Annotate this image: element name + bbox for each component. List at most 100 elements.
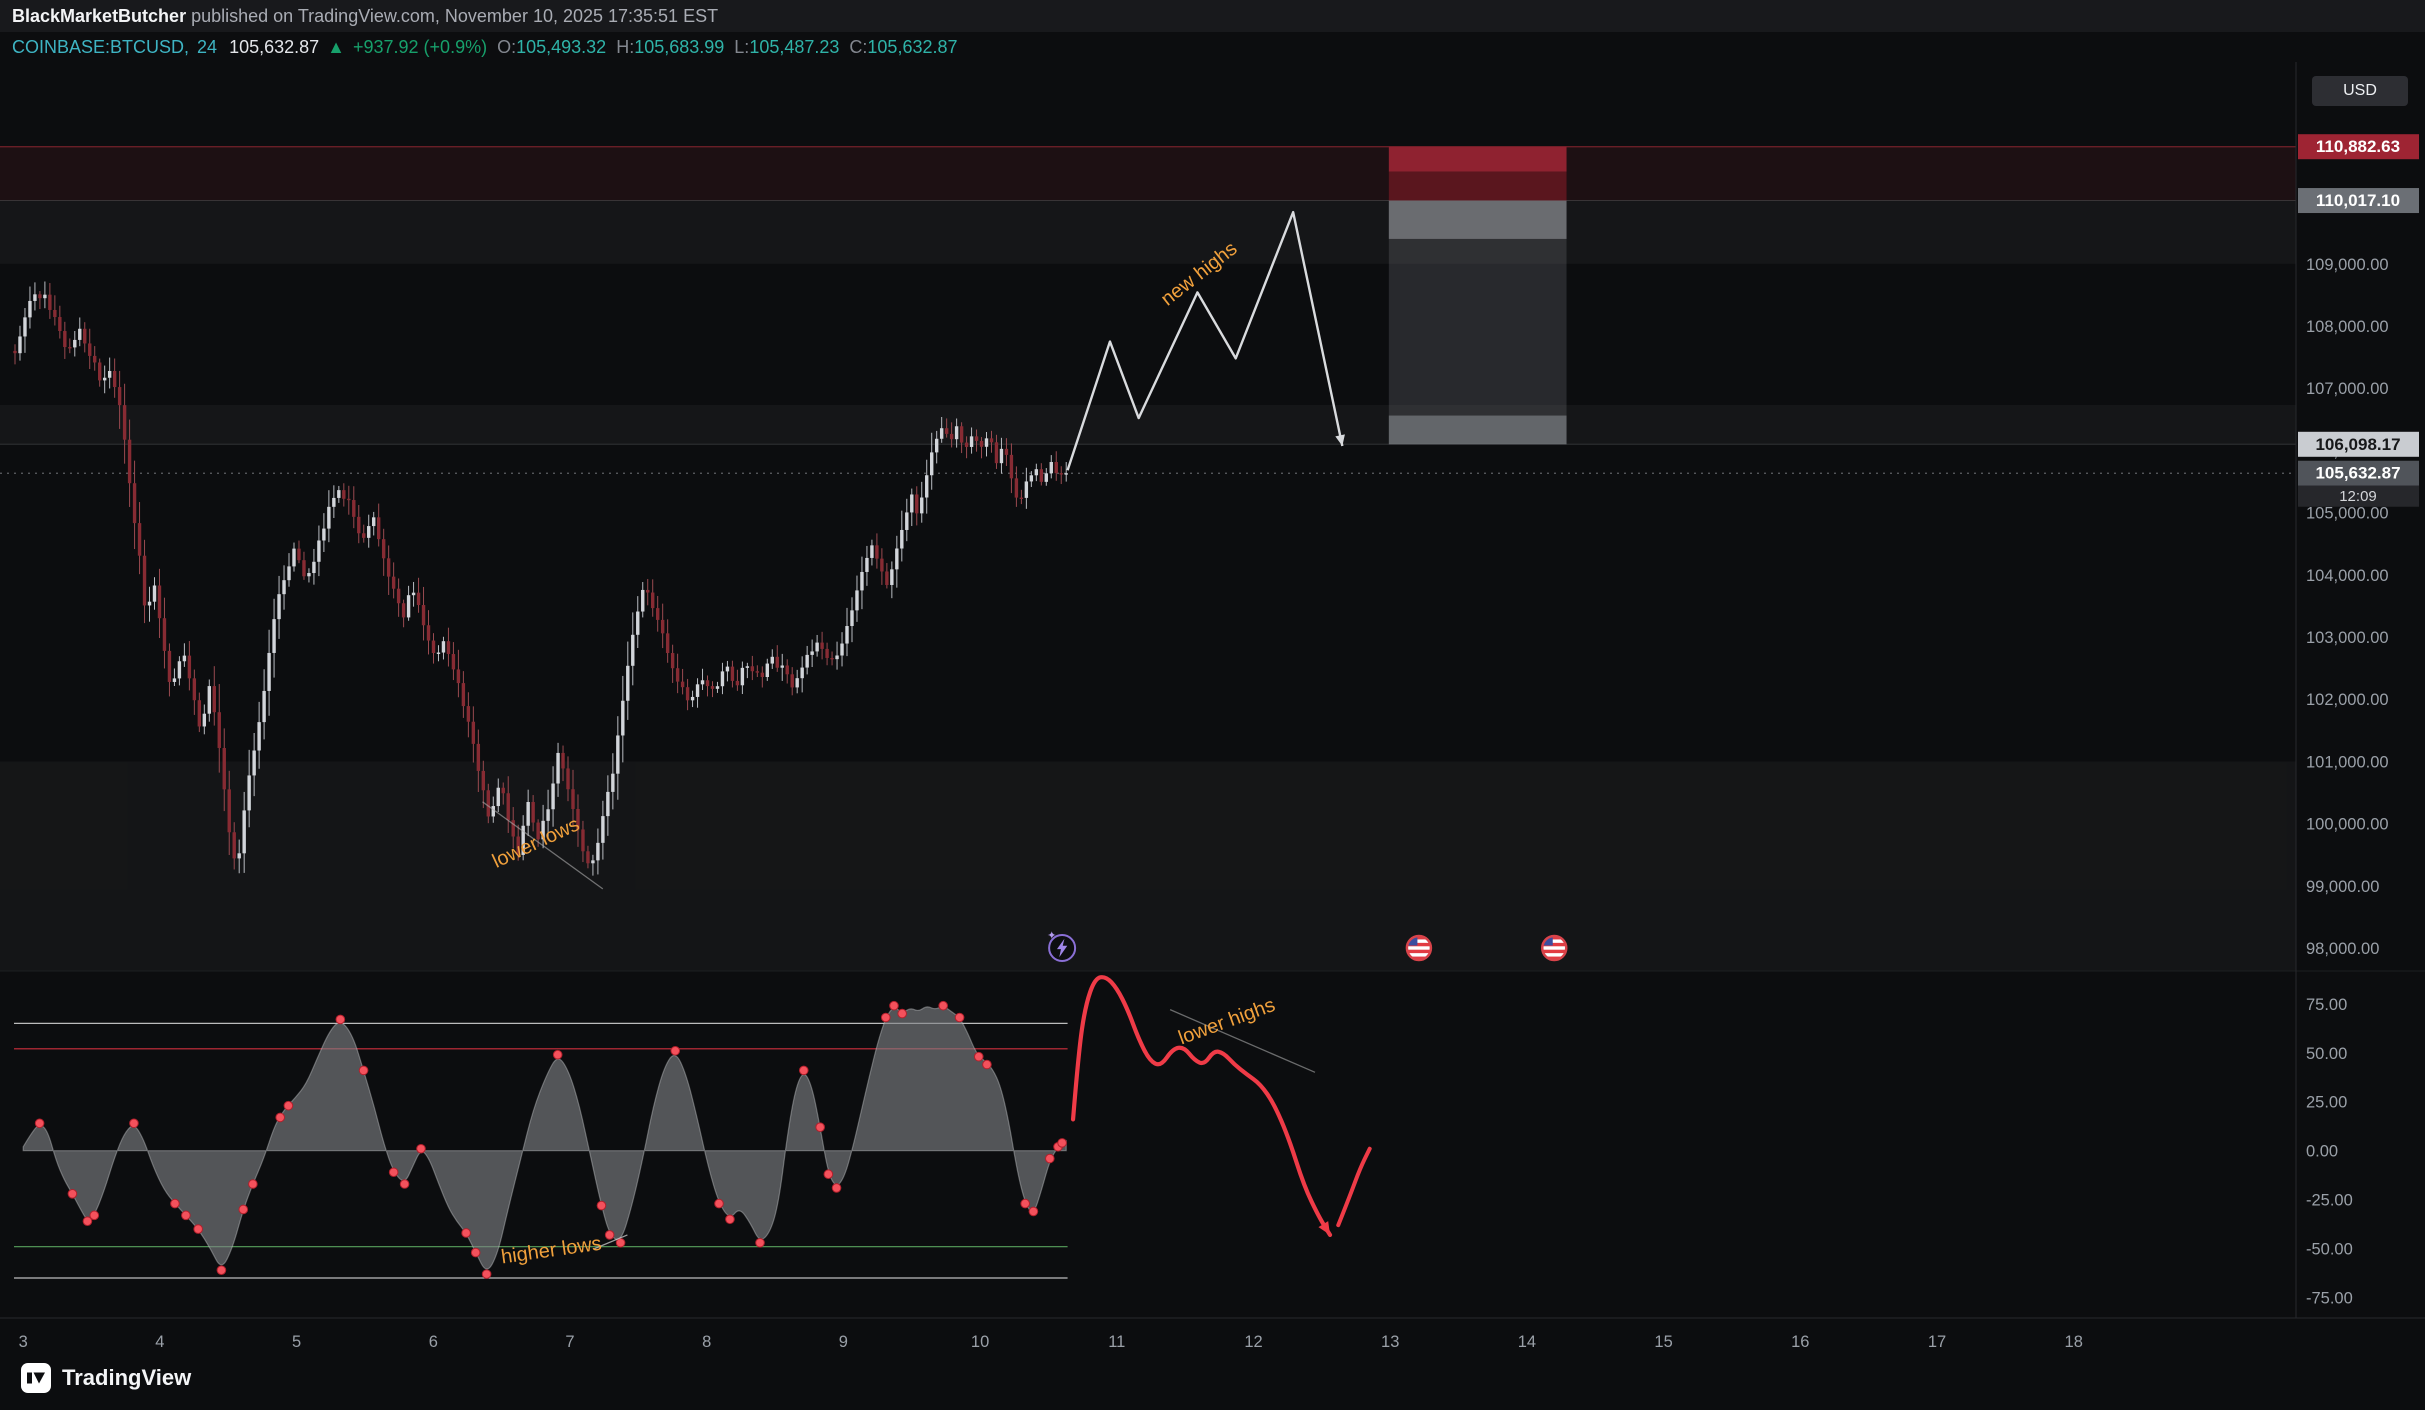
high-label: H:	[616, 36, 635, 57]
oscillator-signal-dot	[248, 1179, 258, 1189]
oscillator-signal-dot	[831, 1183, 842, 1193]
red-zone-bottom	[1388, 171, 1567, 201]
interval[interactable]: 24	[197, 36, 218, 57]
price-badge	[2298, 460, 2419, 486]
oscillator-signal-dot	[755, 1237, 765, 1248]
oscillator-signal-dot	[615, 1237, 626, 1248]
oscillator-signal-dot	[388, 1167, 399, 1178]
oscillator-signal-dot	[1028, 1206, 1039, 1217]
symbol-name[interactable]: COINBASE:BTCUSD,	[12, 36, 190, 57]
close-value: 105,632.87	[867, 36, 958, 57]
low-value: 105,487.23	[749, 36, 840, 57]
arrowhead	[1335, 434, 1345, 447]
oscillator-signal-dot	[238, 1204, 249, 1215]
price-badge	[2298, 431, 2419, 457]
oscillator-signal-dot	[897, 1008, 907, 1019]
oscillator-signal-dot	[954, 1012, 965, 1023]
oscillator-signal-dot	[275, 1112, 285, 1123]
gray-zone-bottom-strip	[1388, 415, 1567, 445]
time-axis-label: 9	[839, 1333, 848, 1351]
countdown-badge	[2298, 485, 2419, 507]
time-axis-label: 3	[19, 1333, 28, 1351]
oscillator-signal-dot	[481, 1269, 492, 1279]
price-badge	[2298, 188, 2419, 214]
price-axis-label: 108,000.00	[2306, 318, 2389, 336]
brand-name: TradingView	[62, 1365, 192, 1390]
open-label: O:	[497, 36, 517, 57]
oscillator-signal-dot	[1020, 1198, 1031, 1209]
oscillator-axis-label: 0.00	[2306, 1143, 2338, 1161]
last-price: 105,632.87	[229, 36, 320, 57]
oscillator-signal-dot	[181, 1210, 191, 1221]
supply-zone-boxes[interactable]	[1388, 146, 1567, 445]
bar-countdown: 12:09	[2339, 488, 2377, 505]
oscillator-signal-dot	[1045, 1153, 1055, 1164]
trendline[interactable]	[482, 801, 604, 890]
oscillator-signal-dot	[552, 1049, 563, 1060]
tradingview-brand[interactable]: TradingView	[20, 1362, 191, 1394]
time-axis-label: 6	[429, 1333, 438, 1351]
event-markers[interactable]: ✦	[1047, 930, 1568, 962]
time-axis-label: 10	[971, 1333, 989, 1351]
time-axis-label: 18	[2065, 1333, 2083, 1351]
oscillator-signal-dot	[34, 1118, 45, 1129]
oscillator-projection-path[interactable]	[1070, 975, 1333, 1238]
price-badge-label: 110,017.10	[2316, 191, 2400, 210]
candlestick-series	[13, 281, 1068, 876]
annotation-higher-lows[interactable]: higher lows	[500, 1233, 603, 1269]
time-axis-label: 11	[1108, 1333, 1125, 1351]
gray-zone-top-strip	[1388, 200, 1567, 239]
oscillator-signal-dot	[193, 1224, 203, 1234]
time-axis-label: 12	[1244, 1333, 1262, 1351]
price-badge-label: 106,098.17	[2315, 435, 2400, 454]
oscillator-rebound-path[interactable]	[1336, 1146, 1372, 1228]
change-arrow-icon: ▲	[327, 36, 345, 57]
price-badges: 110,882.63 110,017.10 106,098.17 105,632.87…	[2298, 134, 2419, 507]
oscillator-axis-label: 75.00	[2306, 996, 2347, 1014]
symbol-legend[interactable]: COINBASE:BTCUSD, 24 105,632.87 ▲ +937.92 (+0…	[0, 32, 958, 62]
oscillator-signal-dot	[725, 1214, 735, 1225]
price-axis-label: 102,000.00	[2306, 691, 2389, 709]
arrowhead	[1318, 1221, 1331, 1235]
annotation-lower-highs[interactable]: lower highs	[1176, 994, 1279, 1049]
price-badge-label: 110,882.63	[2316, 137, 2400, 156]
gray-zone	[1388, 200, 1567, 445]
oscillator-signal-dot	[170, 1198, 180, 1209]
oscillator-signal-dot	[823, 1169, 834, 1180]
price-badge	[2298, 134, 2419, 160]
trendline[interactable]	[594, 1234, 628, 1250]
time-axis-label: 4	[155, 1333, 164, 1351]
oscillator-signal-dot	[82, 1216, 93, 1227]
time-axis-label: 5	[292, 1333, 301, 1351]
low-label: L:	[734, 36, 750, 57]
author-name[interactable]: BlackMarketButcher	[12, 5, 187, 26]
price-badge-label: 105,632.87	[2315, 464, 2400, 483]
price-axis[interactable]: 98,000.00 99,000.00 100,000.00 101,000.00 10…	[2306, 256, 2389, 1308]
oscillator-signal-dot	[283, 1100, 294, 1111]
oscillator-signal-dot	[938, 1000, 948, 1011]
oscillator-signal-dot	[670, 1045, 681, 1056]
lower-highs-trendline[interactable]	[1169, 1009, 1316, 1073]
open-value: 105,493.32	[516, 36, 607, 57]
oscillator-signal-dot	[1057, 1138, 1067, 1148]
time-axis[interactable]: 3 4 5 6 7 8 9 10 11 12 13 14 15 16 17 18	[19, 1333, 2083, 1351]
oscillator-pane: lower highs higher lows	[14, 975, 1372, 1279]
price-projection-path[interactable]	[1066, 210, 1344, 471]
currency-toggle-button[interactable]: USD	[2312, 76, 2408, 106]
oscillator-signal-dot	[714, 1198, 724, 1209]
oscillator-axis-label: -25.00	[2306, 1192, 2353, 1210]
publish-info: published on TradingView.com, November 1…	[186, 5, 719, 26]
lightning-icon[interactable]: ✦	[1047, 930, 1077, 962]
close-label: C:	[849, 36, 868, 57]
price-axis-label: 98,000.00	[2306, 940, 2379, 958]
price-axis-label: 107,000.00	[2306, 380, 2389, 398]
price-zone-bands	[0, 146, 2296, 445]
oscillator-axis-label: -75.00	[2306, 1290, 2353, 1308]
time-axis-label: 8	[702, 1333, 711, 1351]
oscillator-signal-dot	[798, 1065, 809, 1076]
oscillator-axis-label: 50.00	[2306, 1045, 2347, 1063]
price-axis-label: 100,000.00	[2306, 816, 2389, 834]
oscillator-signal-dot	[461, 1228, 471, 1238]
